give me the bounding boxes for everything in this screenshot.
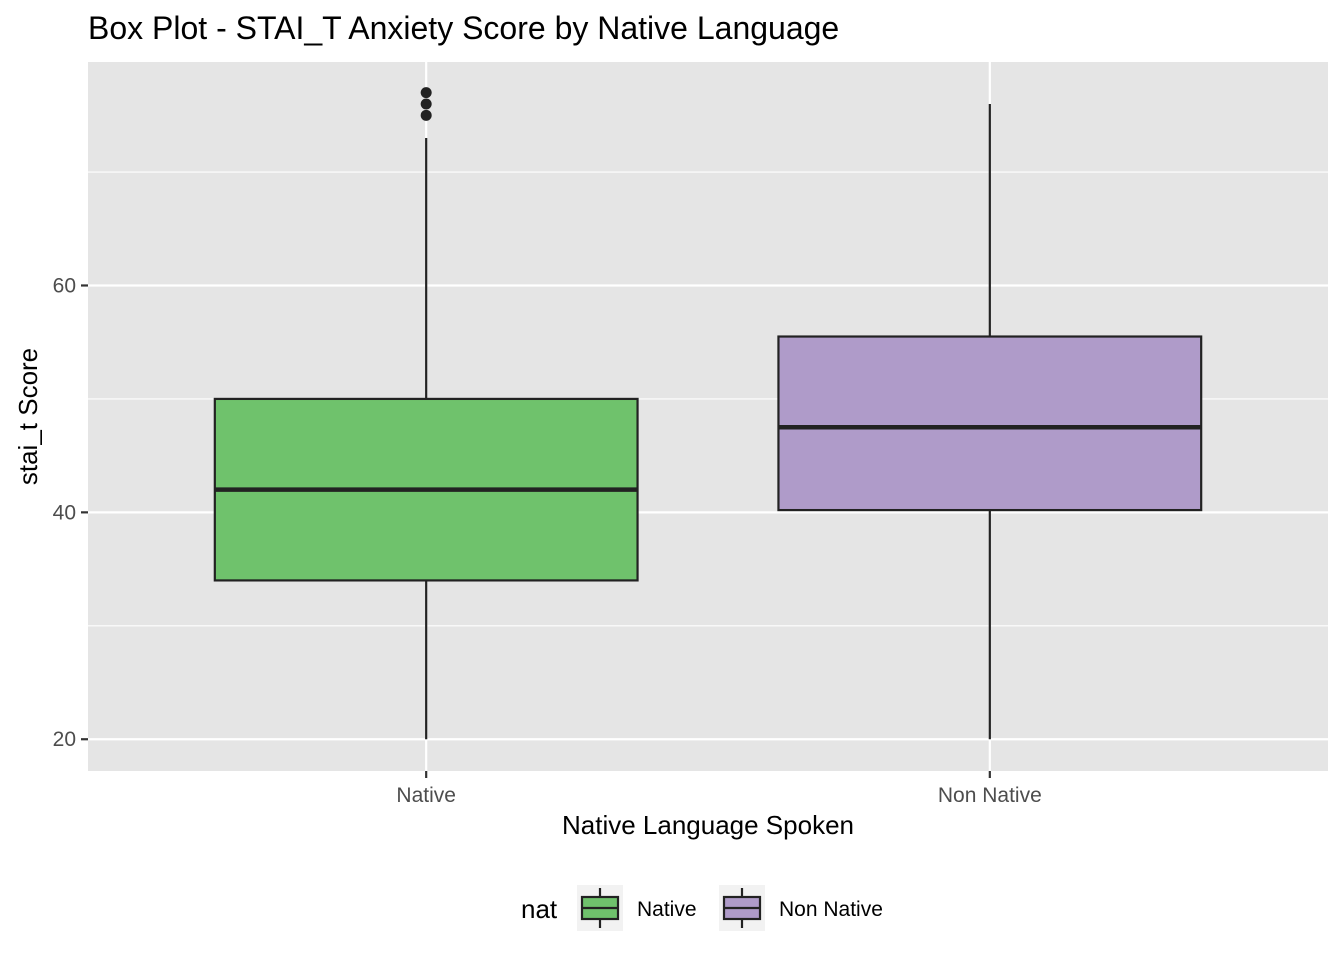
outlier-point xyxy=(420,87,432,99)
legend-entry-1: Non Native xyxy=(719,885,883,931)
y-tick-label: 20 xyxy=(53,728,76,751)
legend-label: Non Native xyxy=(779,898,883,921)
x-tick-label: Native xyxy=(396,784,456,807)
box-0 xyxy=(213,87,639,740)
y-tick-label: 40 xyxy=(53,501,76,524)
outlier-point xyxy=(420,109,432,121)
x-axis: Native Non Native xyxy=(396,771,1042,807)
iqr-box xyxy=(777,335,1203,512)
y-tick-label: 60 xyxy=(53,274,76,297)
boxes xyxy=(213,87,1203,740)
chart-title: Box Plot - STAI_T Anxiety Score by Nativ… xyxy=(88,10,839,46)
y-axis-title: stai_t Score xyxy=(13,348,43,485)
outlier-point xyxy=(420,98,432,110)
legend: nat Native Non Native xyxy=(521,885,883,931)
x-axis-title: Native Language Spoken xyxy=(562,810,854,840)
y-axis: 20 40 60 xyxy=(53,274,88,751)
legend-title: nat xyxy=(521,894,558,924)
legend-label: Native xyxy=(637,898,697,921)
legend-entry-0: Native xyxy=(577,885,697,931)
box-1 xyxy=(777,103,1203,740)
x-tick-label: Non Native xyxy=(938,784,1042,807)
